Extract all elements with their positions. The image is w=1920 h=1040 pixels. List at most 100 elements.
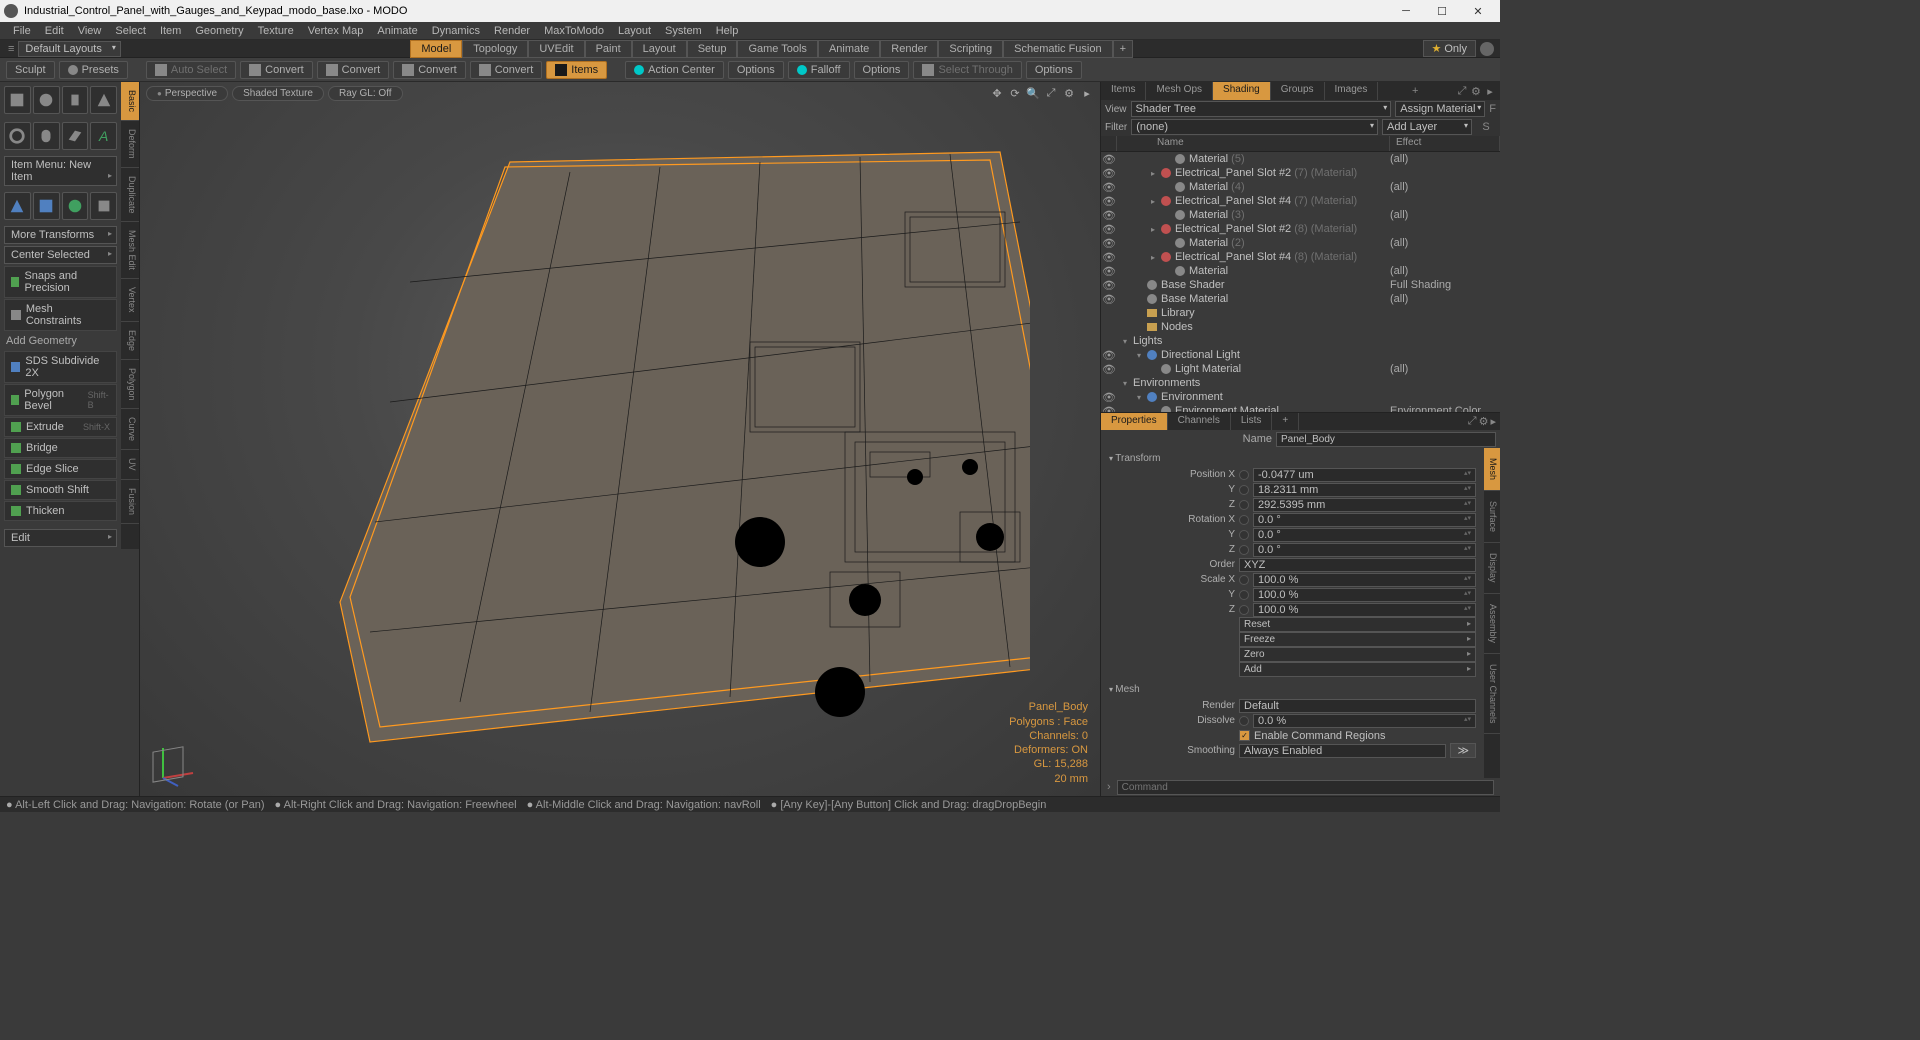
layout-tab-topology[interactable]: Topology xyxy=(462,40,528,58)
thicken-button[interactable]: Thicken xyxy=(4,501,117,521)
add-button[interactable]: Add xyxy=(1239,662,1476,677)
smooth-shift-button[interactable]: Smooth Shift xyxy=(4,480,117,500)
cylinder-primitive[interactable] xyxy=(62,86,89,114)
reset-button[interactable]: Reset xyxy=(1239,617,1476,632)
enable-cmd-regions-check[interactable]: ✓Enable Command Regions xyxy=(1239,730,1385,742)
tree-row[interactable]: Nodes xyxy=(1101,320,1500,334)
right-tab-mesh-ops[interactable]: Mesh Ops xyxy=(1146,82,1213,100)
mesh-section[interactable]: Mesh xyxy=(1105,681,1480,698)
axis-gizmo[interactable] xyxy=(148,738,198,788)
menu-geometry[interactable]: Geometry xyxy=(188,25,250,37)
right-vtab-mesh[interactable]: Mesh xyxy=(1484,448,1500,491)
zoom-icon[interactable]: 🔍 xyxy=(1026,86,1040,100)
menu-view[interactable]: View xyxy=(71,25,109,37)
torus-primitive[interactable] xyxy=(4,122,31,150)
caret-icon[interactable]: ▸ xyxy=(1490,415,1496,428)
rotate-icon[interactable]: ⟳ xyxy=(1008,86,1022,100)
convert-button-1[interactable]: Convert xyxy=(240,61,313,79)
scale-y-input[interactable]: 100.0 %▴▾ xyxy=(1253,588,1476,602)
items-button[interactable]: Items xyxy=(546,61,607,79)
left-vtab-mesh-edit[interactable]: Mesh Edit xyxy=(121,222,139,279)
tree-row[interactable]: 👁▸Electrical_Panel Slot #4 (8) (Material… xyxy=(1101,250,1500,264)
right-vtab-user-channels[interactable]: User Channels xyxy=(1484,654,1500,735)
close-button[interactable]: ✕ xyxy=(1460,0,1496,22)
left-vtab-polygon[interactable]: Polygon xyxy=(121,360,139,410)
right-tab-images[interactable]: Images xyxy=(1325,82,1379,100)
right-vtab-display[interactable]: Display xyxy=(1484,543,1500,594)
snaps-button[interactable]: Snaps and Precision xyxy=(4,266,117,298)
layout-tab-layout[interactable]: Layout xyxy=(632,40,687,58)
raygl-chip[interactable]: Ray GL: Off xyxy=(328,86,403,101)
scale-x-input[interactable]: 100.0 %▴▾ xyxy=(1253,573,1476,587)
caret-icon[interactable]: ▸ xyxy=(1484,85,1496,98)
gear-icon[interactable]: ⚙ xyxy=(1470,85,1482,98)
view-combo[interactable]: Shader Tree xyxy=(1131,101,1392,117)
falloff-button[interactable]: Falloff xyxy=(788,61,850,79)
right-tab-shading[interactable]: Shading xyxy=(1213,82,1271,100)
tree-row[interactable]: 👁Material (3)(all) xyxy=(1101,208,1500,222)
rot-z-input[interactable]: 0.0 °▴▾ xyxy=(1253,543,1476,557)
auto-select-button[interactable]: Auto Select xyxy=(146,61,236,79)
minimize-button[interactable]: ─ xyxy=(1388,0,1424,22)
assign-material-button[interactable]: Assign Material xyxy=(1395,101,1485,117)
gear-icon[interactable]: ⚙ xyxy=(1062,86,1076,100)
expand-icon[interactable]: ⤢ xyxy=(1456,85,1468,98)
options-button-3[interactable]: Options xyxy=(1026,61,1082,79)
menu-dynamics[interactable]: Dynamics xyxy=(425,25,487,37)
tool-1[interactable] xyxy=(4,192,31,220)
presets-button[interactable]: Presets xyxy=(59,61,128,79)
tool-3[interactable] xyxy=(62,192,89,220)
add-icon[interactable]: + xyxy=(1409,85,1421,97)
bevel-button[interactable]: Polygon BevelShift-B xyxy=(4,384,117,416)
bridge-button[interactable]: Bridge xyxy=(4,438,117,458)
left-vtab-basic[interactable]: Basic xyxy=(121,82,139,121)
tree-row[interactable]: 👁▸Electrical_Panel Slot #4 (7) (Material… xyxy=(1101,194,1500,208)
layout-tab-animate[interactable]: Animate xyxy=(818,40,880,58)
tool-2[interactable] xyxy=(33,192,60,220)
mesh-constraints-button[interactable]: Mesh Constraints xyxy=(4,299,117,331)
viewport[interactable]: Perspective Shaded Texture Ray GL: Off ✥… xyxy=(140,82,1100,796)
menu-help[interactable]: Help xyxy=(709,25,746,37)
tree-row[interactable]: 👁Material (2)(all) xyxy=(1101,236,1500,250)
tree-row[interactable]: 👁Environment MaterialEnvironment Color xyxy=(1101,404,1500,412)
rot-y-input[interactable]: 0.0 °▴▾ xyxy=(1253,528,1476,542)
tree-row[interactable]: 👁Material(all) xyxy=(1101,264,1500,278)
menu-maxtomodo[interactable]: MaxToModo xyxy=(537,25,611,37)
filter-combo[interactable]: (none) xyxy=(1131,119,1378,135)
menu-animate[interactable]: Animate xyxy=(370,25,424,37)
right-vtab-assembly[interactable]: Assembly xyxy=(1484,594,1500,654)
more-transforms-dropdown[interactable]: More Transforms xyxy=(4,226,117,244)
rot-x-input[interactable]: 0.0 °▴▾ xyxy=(1253,513,1476,527)
move-icon[interactable]: ✥ xyxy=(990,86,1004,100)
add-layer-button[interactable]: Add Layer xyxy=(1382,119,1472,135)
freeze-button[interactable]: Freeze xyxy=(1239,632,1476,647)
perspective-chip[interactable]: Perspective xyxy=(146,86,228,101)
layout-tab-scripting[interactable]: Scripting xyxy=(938,40,1003,58)
menu-system[interactable]: System xyxy=(658,25,709,37)
menu-layout[interactable]: Layout xyxy=(611,25,658,37)
maximize-button[interactable]: ☐ xyxy=(1424,0,1460,22)
menu-item[interactable]: Item xyxy=(153,25,188,37)
left-vtab-edge[interactable]: Edge xyxy=(121,322,139,360)
dissolve-input[interactable]: 0.0 %▴▾ xyxy=(1253,714,1476,728)
pos-x-input[interactable]: -0.0477 um▴▾ xyxy=(1253,468,1476,482)
left-vtab-uv[interactable]: UV xyxy=(121,450,139,480)
extrude-button[interactable]: ExtrudeShift-X xyxy=(4,417,117,437)
tree-row[interactable]: 👁Material (5)(all) xyxy=(1101,152,1500,166)
left-vtab-vertex[interactable]: Vertex xyxy=(121,279,139,322)
options-button-1[interactable]: Options xyxy=(728,61,784,79)
tree-row[interactable]: 👁Material (4)(all) xyxy=(1101,180,1500,194)
scale-z-input[interactable]: 100.0 %▴▾ xyxy=(1253,603,1476,617)
tree-row[interactable]: 👁▾Environment xyxy=(1101,390,1500,404)
menu-select[interactable]: Select xyxy=(108,25,153,37)
render-combo[interactable]: Default xyxy=(1239,699,1476,713)
action-center-button[interactable]: Action Center xyxy=(625,61,724,79)
right-vtab-surface[interactable]: Surface xyxy=(1484,491,1500,543)
settings-gear-icon[interactable] xyxy=(1480,42,1494,56)
menu-icon[interactable]: ≡ xyxy=(4,43,18,55)
left-vtab-curve[interactable]: Curve xyxy=(121,409,139,450)
s-icon[interactable]: S xyxy=(1476,121,1496,133)
props-tab-lists[interactable]: Lists xyxy=(1231,413,1273,430)
props-tab-properties[interactable]: Properties xyxy=(1101,413,1168,430)
layout-tab-game-tools[interactable]: Game Tools xyxy=(737,40,818,58)
